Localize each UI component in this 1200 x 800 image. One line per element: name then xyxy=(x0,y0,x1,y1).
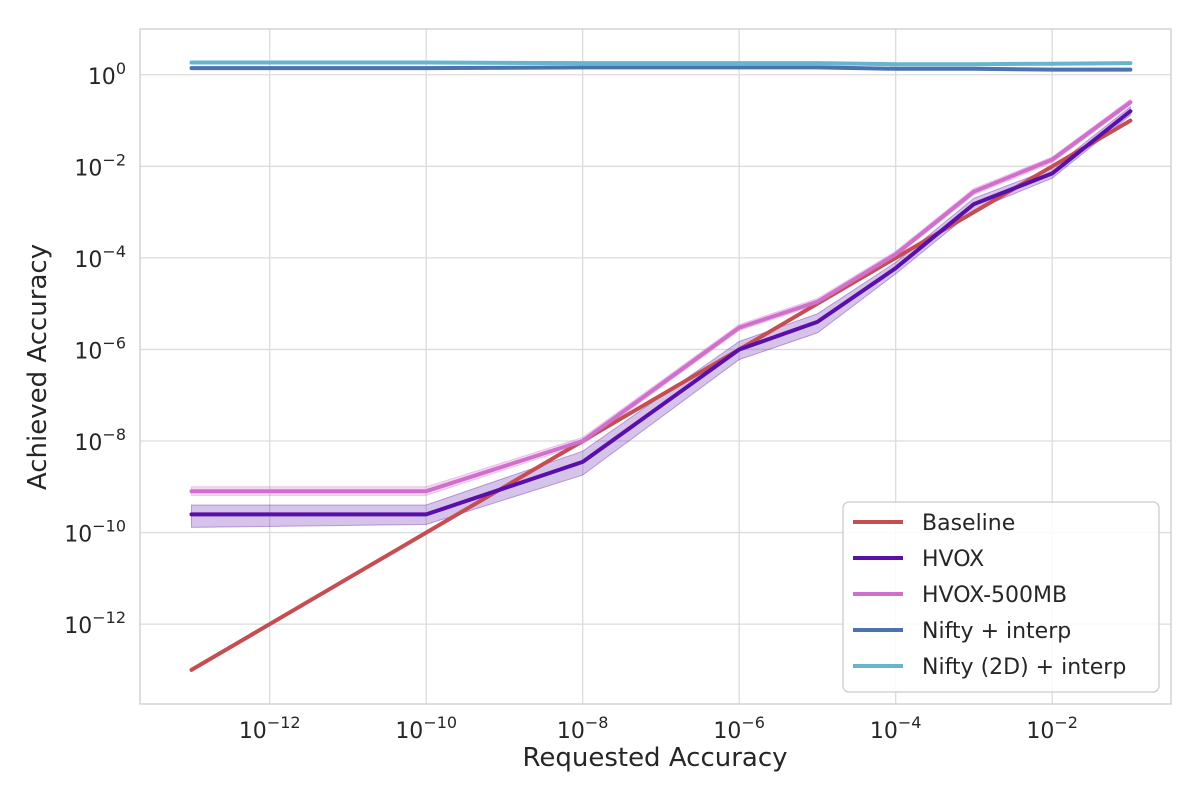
x-tick-label: 10−12 xyxy=(239,713,301,744)
y-tick-label-base: 10 xyxy=(74,431,102,456)
y-tick-label: 10−2 xyxy=(74,150,126,181)
y-tick-label-base: 10 xyxy=(74,339,102,364)
x-tick-label: 10−10 xyxy=(395,713,457,744)
x-tick-label-exponent: −2 xyxy=(1054,713,1078,732)
series-line xyxy=(189,65,1133,72)
legend: Baseline HVOX HVOX-500MB Nifty + interp Nift… xyxy=(842,501,1160,693)
y-tick-label-exponent: −8 xyxy=(102,425,126,444)
series-line xyxy=(189,60,1133,67)
y-tick-label-exponent: −6 xyxy=(102,333,126,352)
x-tick-label: 10−6 xyxy=(713,713,765,744)
y-tick-label-base: 10 xyxy=(64,614,92,639)
legend-label: Nifty + interp xyxy=(922,619,1071,644)
y-tick-label-exponent: 0 xyxy=(116,59,126,78)
legend-label: HVOX xyxy=(922,547,984,572)
x-tick-label-exponent: −8 xyxy=(585,713,609,732)
y-tick-label-base: 10 xyxy=(64,523,92,548)
x-tick-label-exponent: −10 xyxy=(423,713,457,732)
y-tick-label-exponent: −4 xyxy=(102,242,126,261)
plot-area: 10−12 10−10 10−8 10−6 10−4 10−210−1210−1010−8… xyxy=(64,28,1172,744)
x-tick-label: 10−4 xyxy=(870,713,922,744)
x-tick-label-base: 10 xyxy=(1026,719,1054,744)
legend-label: HVOX-500MB xyxy=(922,583,1067,608)
x-tick-label-exponent: −6 xyxy=(741,713,765,732)
y-tick-label: 10−8 xyxy=(74,425,126,456)
y-tick-label: 100 xyxy=(88,59,126,90)
axes-frame xyxy=(139,28,1172,705)
y-tick-label-exponent: −12 xyxy=(92,608,126,627)
y-tick-label: 10−6 xyxy=(74,333,126,364)
x-axis-label: Requested Accuracy xyxy=(522,743,787,773)
y-tick-label: 10−10 xyxy=(64,517,126,548)
x-tick-label-exponent: −4 xyxy=(898,713,922,732)
legend-box xyxy=(842,501,1160,693)
x-tick-label: 10−8 xyxy=(557,713,609,744)
x-tick-label-base: 10 xyxy=(870,719,898,744)
x-tick-label: 10−2 xyxy=(1026,713,1078,744)
y-tick-label-base: 10 xyxy=(74,156,102,181)
y-axis-label: Achieved Accuracy xyxy=(23,244,53,490)
y-tick-label-exponent: −2 xyxy=(102,150,126,169)
series-band xyxy=(191,98,1131,496)
series-line xyxy=(189,109,1133,517)
y-tick-label-base: 10 xyxy=(88,65,116,90)
x-tick-label-base: 10 xyxy=(395,719,423,744)
y-tick-label: 10−12 xyxy=(64,608,126,639)
series-band xyxy=(191,105,1131,528)
y-tick-label-base: 10 xyxy=(74,248,102,273)
x-tick-label-base: 10 xyxy=(557,719,585,744)
x-tick-label-base: 10 xyxy=(713,719,741,744)
legend-label: Baseline xyxy=(922,511,1015,536)
x-tick-label-exponent: −12 xyxy=(267,713,301,732)
y-tick-label: 10−4 xyxy=(74,242,126,273)
series-line xyxy=(189,100,1133,494)
y-tick-label-exponent: −10 xyxy=(92,517,126,536)
legend-label: Nifty (2D) + interp xyxy=(922,655,1126,680)
x-tick-label-base: 10 xyxy=(239,719,267,744)
